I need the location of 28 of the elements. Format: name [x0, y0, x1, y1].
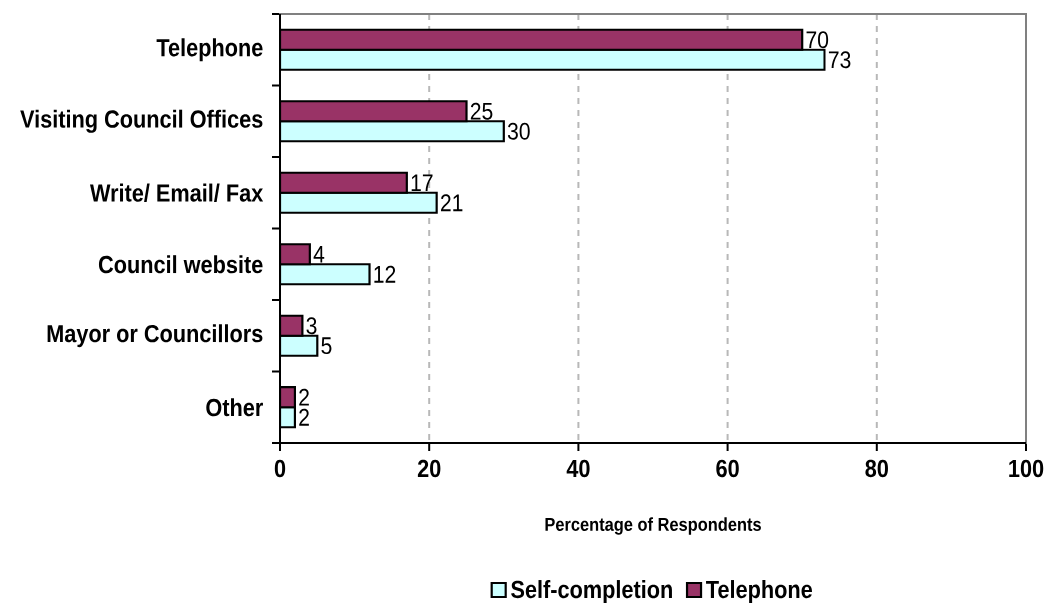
- y-tick-label: Write/ Email/ Fax: [90, 183, 264, 202]
- legend-label: Telephone: [706, 580, 813, 604]
- x-tick-label: 80: [865, 459, 888, 478]
- data-label: 3: [306, 317, 317, 335]
- data-label: 25: [470, 102, 493, 120]
- data-label: 21: [441, 194, 463, 212]
- data-label: 30: [507, 122, 530, 140]
- legend-label: Self-completion: [511, 580, 672, 604]
- data-label: 5: [321, 337, 332, 355]
- x-tick-label: 20: [417, 459, 441, 478]
- y-tick-label: Council website: [98, 255, 263, 274]
- data-label: 73: [828, 51, 851, 69]
- data-label: 70: [806, 31, 829, 49]
- y-tick-label: Visiting Council Offices: [20, 109, 263, 133]
- data-label: 2: [299, 408, 309, 426]
- x-tick-label: 100: [1009, 459, 1044, 478]
- x-axis-title: Percentage of Respondents: [545, 517, 761, 535]
- bar: [280, 28, 804, 51]
- y-tick-label: Other: [206, 398, 263, 417]
- x-tick-label: 0: [274, 459, 286, 478]
- x-tick-label: 40: [566, 459, 590, 478]
- data-label: 4: [313, 245, 325, 263]
- data-label: 12: [374, 265, 396, 283]
- y-tick-label: Telephone: [156, 38, 263, 62]
- y-tick-label: Mayor or Councillors: [47, 324, 263, 348]
- data-label: 17: [411, 174, 433, 191]
- data-label: 2: [299, 388, 309, 406]
- x-tick-label: 60: [716, 459, 739, 478]
